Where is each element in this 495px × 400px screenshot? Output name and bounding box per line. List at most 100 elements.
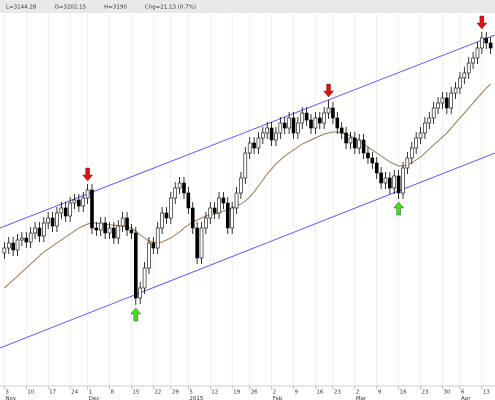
candle-body [177, 182, 182, 189]
candle-body [94, 227, 99, 231]
candle-body [488, 42, 493, 49]
candle-body [164, 212, 169, 219]
candle-body [418, 132, 423, 139]
candle-body [173, 187, 178, 199]
candle-body [383, 177, 388, 184]
channel-line [0, 152, 495, 349]
channel-line [0, 34, 495, 229]
x-tick-label: 16 [400, 390, 407, 396]
candle-body [374, 162, 379, 174]
candle-body [243, 152, 248, 179]
candle-body [234, 192, 239, 209]
candle-body [361, 139, 366, 154]
up-arrow [130, 307, 142, 322]
candle-body [46, 217, 50, 224]
x-tick-label: 16 [316, 390, 323, 396]
candle-body [462, 72, 467, 79]
x-tick-label: 3 [5, 390, 9, 396]
x-tick-label: 30 [443, 390, 450, 396]
header-bar [0, 0, 495, 13]
candle-body [261, 132, 265, 139]
candle-body [155, 227, 160, 249]
candle-body [208, 207, 213, 219]
header-item: L=3144.28 [6, 5, 37, 11]
candle-body [252, 142, 256, 149]
candle-body [370, 157, 375, 164]
candle-body [20, 237, 24, 241]
candle-body [68, 202, 72, 217]
candle-body [125, 217, 129, 231]
candle-body [344, 132, 348, 144]
candle-body [401, 167, 405, 194]
candle-body [313, 117, 318, 129]
candle-body [28, 232, 33, 243]
candle-body [388, 177, 392, 189]
candle-body [269, 127, 274, 141]
candle-body [392, 175, 397, 189]
candle-body [195, 227, 199, 259]
moving-average [4, 83, 491, 289]
month-label: Dec [89, 396, 100, 400]
header-item: H=3190 [104, 5, 127, 11]
candle-body [440, 97, 445, 104]
candle-body [112, 227, 116, 239]
candle-body [335, 117, 340, 129]
candle-body [247, 142, 252, 154]
candle-body [309, 119, 313, 129]
x-tick-label: 8 [111, 390, 115, 396]
candle-body [475, 47, 480, 59]
candle-body [50, 217, 55, 227]
candle-body [42, 222, 46, 237]
candle-body [317, 117, 322, 124]
candle-body [98, 222, 103, 231]
x-tick-label: 10 [27, 390, 34, 396]
month-label: Feb [273, 396, 283, 400]
candle-body [6, 242, 11, 249]
candle-body [230, 207, 234, 229]
header-item: O=3202.15 [54, 5, 86, 11]
candle-body [212, 207, 217, 214]
candle-body [63, 207, 68, 217]
candle-body [37, 227, 42, 237]
candle-body [449, 92, 453, 109]
candle-body [77, 199, 81, 207]
down-arrow [476, 15, 488, 30]
candle-body [427, 117, 432, 124]
candle-body [458, 77, 462, 89]
candle-body [291, 117, 296, 134]
candle-body [2, 247, 7, 254]
candle-body [379, 172, 383, 184]
candle-body [304, 112, 309, 121]
candle-body [142, 267, 147, 289]
candle-body [405, 157, 410, 169]
candle-body [133, 232, 138, 299]
up-arrow [393, 201, 405, 216]
month-label: Mar [356, 396, 367, 400]
candle-body [423, 122, 427, 134]
candle-body [59, 207, 64, 214]
candle-body [190, 207, 195, 229]
x-tick-label: 12 [211, 390, 218, 396]
candle-body [72, 199, 77, 204]
month-label: 2015 [189, 396, 203, 400]
x-tick-label: 29 [172, 390, 179, 396]
x-tick-label: 24 [71, 390, 78, 396]
candle-body [348, 137, 353, 144]
candle-body [103, 222, 107, 234]
candle-body [339, 127, 344, 134]
down-arrow [82, 167, 94, 182]
x-tick-label: 26 [251, 390, 258, 396]
candle-body [296, 122, 300, 134]
candle-body [151, 242, 156, 249]
candle-body [81, 197, 86, 207]
candle-body [287, 117, 291, 129]
header-item: Chg=21.13 (0.7%) [145, 5, 196, 11]
candle-body [484, 37, 489, 44]
candle-body [204, 217, 208, 229]
x-tick-label: 22 [154, 390, 161, 396]
candle-body [24, 237, 29, 243]
candle-body [466, 62, 471, 74]
candle-body [366, 152, 370, 159]
